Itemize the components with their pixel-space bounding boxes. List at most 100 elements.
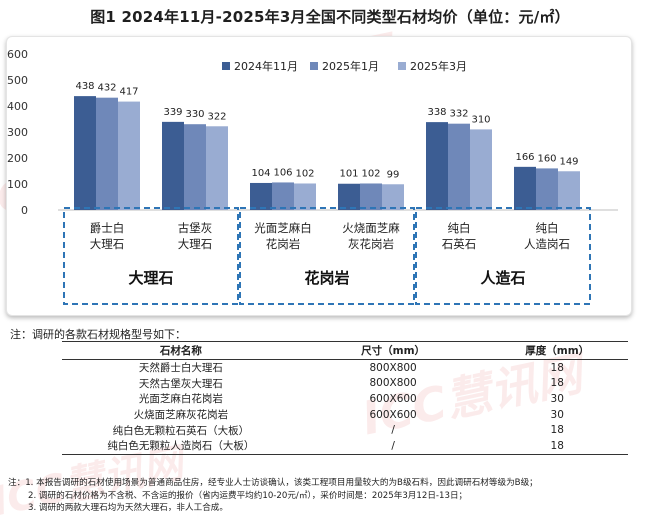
group-label: 花岗岩 (304, 269, 349, 287)
data-label: 432 (97, 83, 116, 94)
legend-swatch (222, 62, 230, 70)
footnote-3: 3. 调研的两款大理石均为天然大理石，非人工合成。 (28, 503, 228, 514)
table-cell: 18 (550, 361, 564, 374)
y-tick-label: 300 (7, 126, 28, 139)
category-label: 人造岗石 (524, 237, 570, 251)
data-label: 338 (427, 107, 446, 118)
category-label: 光面芝麻白 (254, 221, 312, 235)
data-label: 417 (119, 87, 138, 98)
table-cell: 纯白色无颗粒人造岗石（大板） (62, 437, 300, 455)
table-note: 注：调研的各款石材规格型号如下： (10, 328, 186, 341)
group-box (415, 207, 591, 305)
category-label: 纯白 (448, 221, 471, 235)
bar (184, 124, 206, 210)
category-label: 花岗岩 (266, 237, 301, 251)
data-label: 438 (75, 81, 94, 92)
table-cell: 800X800 (369, 377, 417, 390)
table-cell: 18 (486, 437, 628, 455)
table-cell: 18 (550, 377, 564, 390)
category-label: 火烧面芝麻 (342, 221, 400, 235)
data-label: 322 (207, 111, 226, 122)
bar (162, 121, 184, 210)
table-row: 火烧面芝麻灰花岗岩 600X600 30 (62, 407, 628, 423)
footnote-2: 2. 调研的石材价格为不含税、不含运的报价（省内运费平均约10-20元/㎡），采… (28, 490, 468, 501)
data-label: 104 (251, 168, 270, 179)
bar-chart: 0 100 200 300 400 500 600 438 432 417 爵士白大理石 339 330… (7, 48, 618, 305)
table-cell: 600X600 (369, 408, 417, 421)
table-cell: 600X600 (369, 392, 417, 405)
table-header-row: 石材名称 尺寸（mm） 厚度（mm） (62, 341, 628, 360)
table-cell: / (299, 437, 487, 455)
y-tick-label: 400 (7, 100, 28, 113)
data-label: 102 (361, 168, 380, 179)
table-cell: 火烧面芝麻灰花岗岩 (133, 409, 229, 422)
y-tick-label: 200 (7, 152, 28, 165)
category-label: 大理石 (90, 237, 125, 251)
group-label: 人造石 (480, 269, 525, 287)
table-cell: 天然古堡灰大理石 (138, 377, 223, 390)
group-box (239, 207, 415, 305)
bar (448, 123, 470, 210)
table-row: 纯白色无颗粒人造岗石（大板） / 18 (62, 437, 628, 455)
bar (272, 182, 294, 210)
bar (338, 183, 360, 210)
table-cell: 800X800 (369, 361, 417, 374)
table-cell: 纯白色无颗粒石英石（大板） (112, 424, 250, 437)
legend-label: 2025年1月 (322, 59, 379, 73)
table-row: 天然古堡灰大理石 800X800 18 (62, 376, 628, 392)
legend-label: 2024年11月 (234, 59, 298, 73)
category-label: 石英石 (442, 237, 477, 251)
y-tick-label: 0 (21, 204, 28, 217)
data-label: 166 (515, 152, 534, 163)
legend-swatch (310, 62, 318, 70)
bar (536, 168, 558, 210)
bar (558, 171, 580, 210)
table-cell: 30 (550, 392, 564, 405)
legend-label: 2025年3月 (410, 59, 467, 73)
bar (426, 122, 448, 210)
table-header-thickness: 厚度（mm） (486, 341, 628, 360)
data-label: 99 (387, 169, 400, 180)
bar (74, 96, 96, 210)
group-box (63, 207, 239, 305)
bar (360, 183, 382, 210)
bar (118, 101, 140, 210)
bar (96, 97, 118, 210)
data-label: 310 (471, 114, 490, 125)
table-cell: / (391, 424, 395, 437)
bar (470, 129, 492, 210)
table-cell: 18 (550, 424, 564, 437)
bar (382, 184, 404, 210)
bar (514, 166, 536, 210)
legend-swatch (398, 62, 406, 70)
category-label: 大理石 (178, 237, 213, 251)
footnotes: 注：1. 本报告调研的石材使用场景为普通商品住房，经专业人士访谈确认，该类工程项… (8, 477, 656, 515)
y-tick-label: 600 (7, 48, 28, 61)
table-cell: 30 (550, 408, 564, 421)
category-label: 灰花岗岩 (348, 237, 394, 251)
data-label: 106 (273, 167, 292, 178)
footnote-1: 注：1. 本报告调研的石材使用场景为普通商品住房，经专业人士访谈确认，该类工程项… (8, 478, 538, 488)
table-cell: 光面芝麻白花岗岩 (138, 393, 223, 406)
table-header-size: 尺寸（mm） (299, 341, 487, 360)
bar (294, 183, 316, 210)
table-row: 光面芝麻白花岗岩 600X600 30 (62, 391, 628, 407)
data-label: 101 (339, 169, 358, 180)
table-cell: 天然爵士白大理石 (138, 362, 223, 375)
bar (206, 126, 228, 210)
category-label: 古堡灰 (178, 221, 213, 235)
chart-title: 图1 2024年11月-2025年3月全国不同类型石材均价（单位：元/㎡） (90, 8, 570, 26)
group-label: 大理石 (128, 269, 173, 287)
data-label: 339 (163, 107, 182, 118)
data-label: 149 (559, 156, 578, 167)
data-label: 160 (537, 153, 556, 164)
data-label: 332 (449, 109, 468, 120)
spec-table: 石材名称 尺寸（mm） 厚度（mm） 天然爵士白大理石 800X800 18 天… (62, 341, 628, 455)
y-tick-label: 500 (7, 74, 28, 87)
table-row: 天然爵士白大理石 800X800 18 (62, 360, 628, 376)
table-header-name: 石材名称 (62, 341, 300, 360)
y-tick-label: 100 (7, 178, 28, 191)
category-label: 纯白 (536, 221, 559, 235)
data-label: 330 (185, 109, 204, 120)
bar (250, 182, 272, 210)
